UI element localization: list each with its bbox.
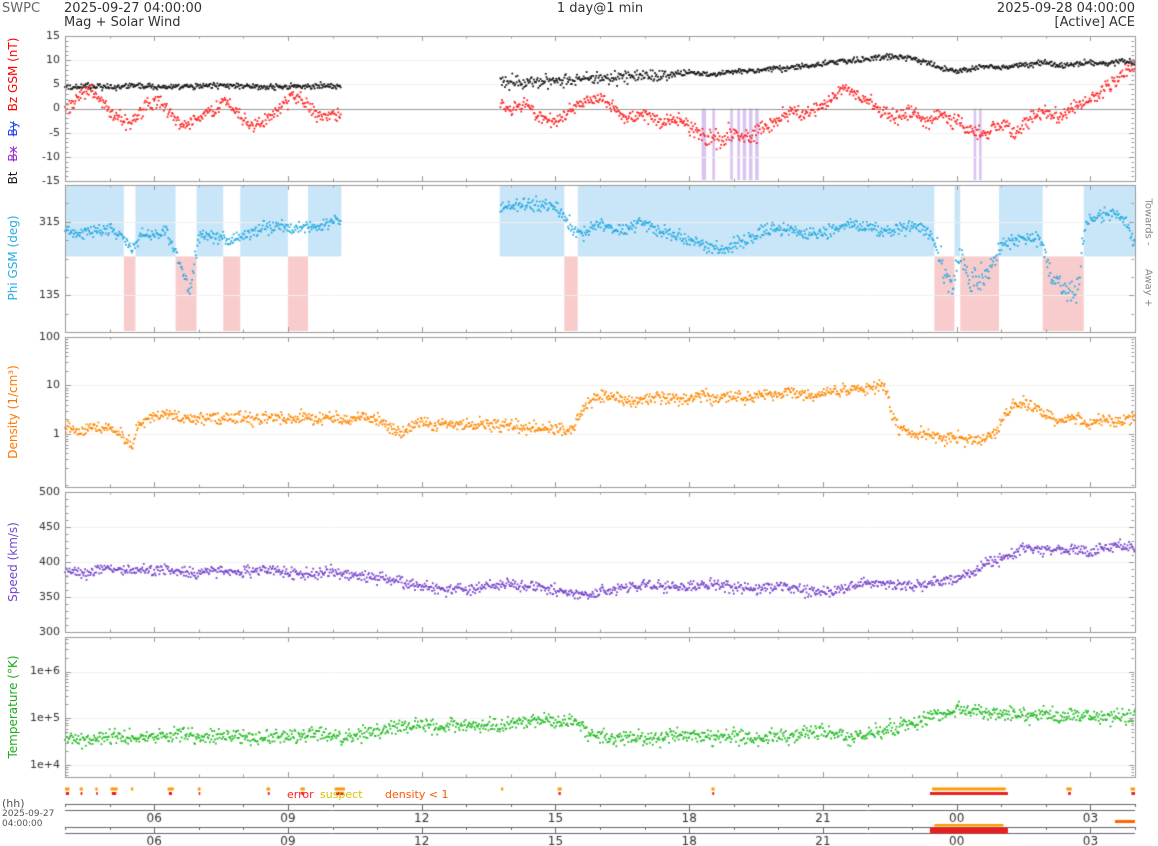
footer-start-time: 04:00:00 (2, 819, 43, 829)
away-sector-label: Away + (1142, 268, 1154, 308)
phi-axis-label: Phi GSM (deg) (6, 215, 20, 301)
legend-density-lt1: density < 1 (385, 788, 449, 801)
agency-label: SWPC (2, 1, 41, 16)
bt-label: Bt (6, 171, 20, 185)
temperature-axis-label: Temperature (°K) (6, 655, 20, 759)
legend-error: error (287, 788, 314, 801)
hh-axis-label: (hh) (2, 797, 25, 810)
mag-axis-label: Bt Bx By Bz GSM (nT) (6, 32, 20, 185)
bx-label: Bx (6, 146, 20, 162)
density-axis-label: Density (1/cm³) (6, 365, 20, 459)
speed-axis-label: Speed (km/s) (6, 522, 20, 602)
footer-start-date: 2025-09-27 (2, 809, 55, 819)
bz-label: Bz GSM (nT) (6, 37, 20, 112)
plot-cadence: 1 day@1 min (556, 1, 644, 16)
towards-sector-label: Towards - (1142, 198, 1154, 246)
by-label: By (6, 121, 20, 137)
data-source-label: [Active] ACE (1054, 15, 1135, 30)
plot-start-datetime: 2025-09-27 04:00:00 (64, 1, 203, 16)
legend-suspect: suspect (320, 788, 363, 801)
plot-end-datetime: 2025-09-28 04:00:00 (996, 1, 1135, 16)
plot-subtitle: Mag + Solar Wind (64, 15, 181, 30)
